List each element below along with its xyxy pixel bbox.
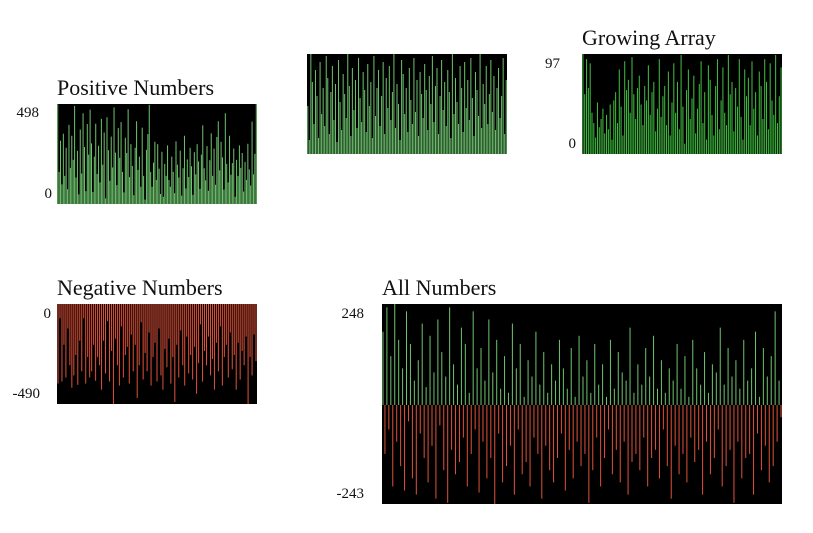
negative-ymin-label: -490 [12, 386, 41, 402]
positive-ymin-label: 0 [44, 186, 53, 202]
negative-bars-plot [57, 304, 257, 404]
negative-ymax-label: 0 [43, 306, 52, 322]
negative-chart-title: Negative Numbers [57, 275, 223, 300]
positive-chart-title: Positive Numbers [57, 75, 215, 100]
all-chart-title: All Numbers [382, 275, 497, 300]
positive-ymax-label: 498 [16, 105, 40, 121]
growing-ymin-label: 0 [568, 136, 577, 152]
untitled-bars-plot [307, 54, 507, 154]
positive-bars-plot [57, 104, 257, 204]
all-ymax-label: 248 [341, 306, 365, 322]
growing-ymax-label: 97 [545, 56, 560, 72]
all-ymin-label: -243 [336, 486, 365, 502]
all-bars-plot [382, 304, 782, 504]
growing-chart-title: Growing Array [582, 25, 716, 50]
growing-bars-plot [582, 54, 782, 154]
plot-background [382, 304, 782, 504]
